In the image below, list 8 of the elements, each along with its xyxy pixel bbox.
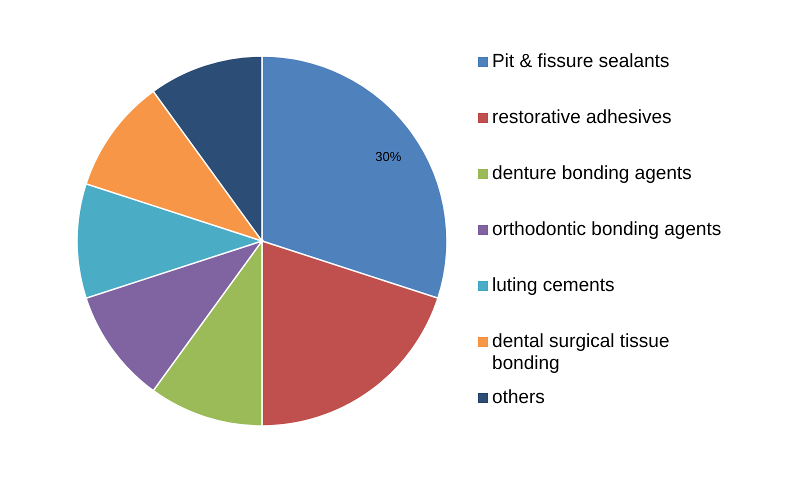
legend-label: orthodontic bonding agents <box>492 219 722 240</box>
legend-label: luting cements <box>492 275 615 296</box>
legend-label: others <box>492 387 545 408</box>
data-label: 30% <box>375 148 402 164</box>
legend-label: dental surgical tissue bonding <box>492 331 670 374</box>
legend-label: denture bonding agents <box>492 163 692 184</box>
legend-label: Pit & fissure sealants <box>492 51 670 72</box>
legend-label: restorative adhesives <box>492 107 672 128</box>
